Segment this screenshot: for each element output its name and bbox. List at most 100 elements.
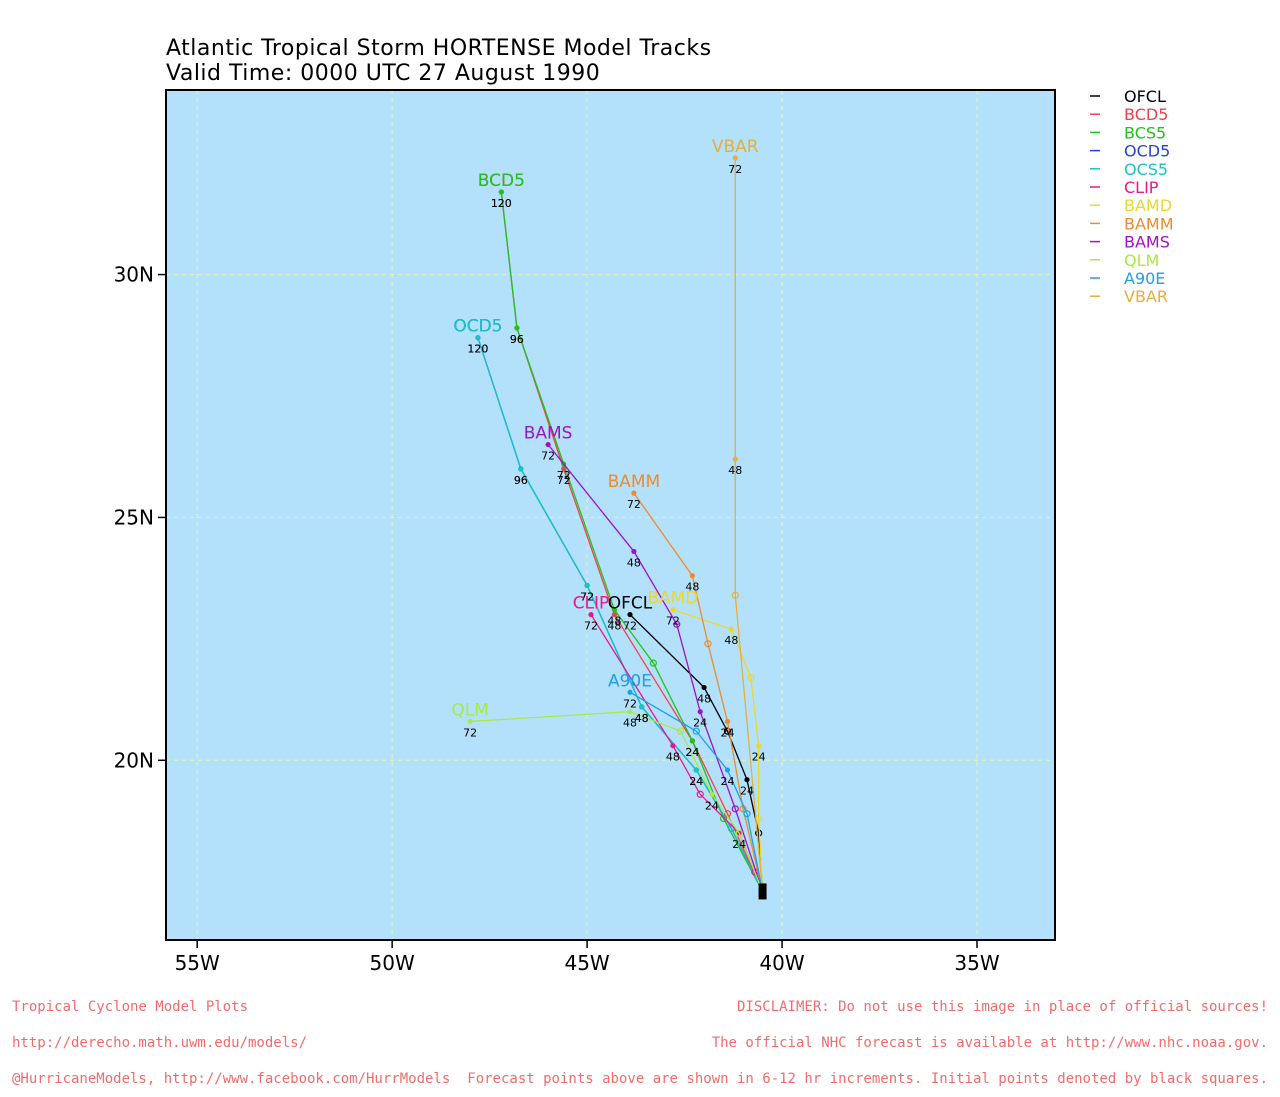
- legend-item-bcs5: BCS5: [1124, 123, 1166, 142]
- track-point: [732, 155, 738, 161]
- footer-line: DISCLAIMER: Do not use this image in pla…: [736, 999, 1268, 1015]
- chart-title: Atlantic Tropical Storm HORTENSE Model T…: [166, 36, 712, 61]
- legend-item-qlm: QLM: [1124, 251, 1159, 270]
- forecast-hour-label: 96: [510, 333, 524, 346]
- track-point: [744, 777, 750, 783]
- forecast-hour-label: 48: [635, 712, 649, 725]
- track-end-label: OCD5: [453, 317, 502, 337]
- forecast-hour-label: 24: [732, 838, 746, 851]
- x-tick-label: 55W: [175, 951, 220, 975]
- forecast-hour-label: 96: [510, 333, 524, 346]
- forecast-hour-label: 24: [689, 775, 703, 788]
- track-point: [756, 743, 762, 749]
- footer-line: Forecast points above are shown in 6-12 …: [467, 1071, 1268, 1087]
- legend-item-bamm: BAMM: [1124, 214, 1174, 233]
- forecast-hour-label: 24: [689, 775, 703, 788]
- forecast-hour-label: 48: [728, 464, 742, 477]
- footer-disclaimer: DISCLAIMER: Do not use this image in pla…: [467, 977, 1268, 1097]
- forecast-hour-label: 48: [666, 751, 680, 764]
- track-line-qlm: [470, 711, 764, 892]
- track-point-open: [723, 727, 732, 735]
- x-tick-label: 50W: [370, 951, 415, 975]
- y-tick-label: 25N: [114, 505, 154, 529]
- track-point-open: [731, 591, 739, 599]
- forecast-hour-label: 72: [666, 615, 680, 628]
- track-point-open: [743, 810, 751, 818]
- track-labels: 244872OFCL24487296120BCD524487296120BCD5…: [451, 137, 765, 851]
- legend-item-a90e: A90E: [1124, 269, 1165, 288]
- track-point: [627, 611, 633, 618]
- forecast-hour-label: 48: [607, 620, 621, 633]
- track-point: [732, 456, 738, 462]
- track-end-label: QLM: [451, 700, 489, 720]
- forecast-hour-label: 72: [557, 469, 571, 482]
- track-line-bamd: [672, 609, 764, 892]
- track-line-vbar: [734, 158, 764, 892]
- track-point: [545, 441, 551, 448]
- forecast-hour-label: 72: [728, 163, 742, 176]
- track-point: [709, 791, 715, 797]
- track-line-bamm: [633, 492, 764, 892]
- forecast-hour-label: 48: [635, 712, 649, 725]
- forecast-hour-label: 24: [705, 799, 719, 812]
- legend-item-vbar: VBAR: [1124, 287, 1168, 306]
- forecast-hour-label: 24: [685, 746, 699, 759]
- chart-subtitle: Valid Time: 0000 UTC 27 August 1990: [166, 61, 601, 86]
- track-point-open: [696, 790, 704, 798]
- forecast-hour-label: 24: [740, 785, 754, 798]
- track-end-label: A90E: [608, 671, 652, 691]
- track-point: [631, 548, 637, 555]
- forecast-hour-label: 72: [627, 498, 641, 511]
- track-point-open: [673, 620, 681, 628]
- map-frame: [165, 89, 1056, 941]
- forecast-hour-label: 24: [720, 775, 734, 788]
- forecast-hour-label: 72: [580, 590, 594, 603]
- x-tick-label: 35W: [954, 951, 999, 975]
- legend-item-bams: BAMS: [1124, 233, 1170, 252]
- x-tick-label: 45W: [564, 951, 609, 975]
- track-point: [693, 767, 699, 773]
- footer-credits: Tropical Cyclone Model Plots http://dere…: [12, 977, 450, 1097]
- track-map: 244872OFCL24487296120BCD524487296120BCD5…: [114, 87, 1174, 975]
- forecast-hour-label: 72: [541, 450, 555, 463]
- forecast-hour-label: 72: [463, 726, 477, 739]
- track-point: [584, 582, 590, 589]
- forecast-hour-label: 24: [693, 717, 707, 730]
- track-line-bams: [547, 444, 764, 892]
- legend-item-clip: CLIP: [1124, 178, 1159, 197]
- track-end-label: BCD5: [478, 171, 525, 191]
- track-point: [670, 743, 676, 749]
- track-point: [627, 709, 633, 715]
- x-tick-label: 40W: [759, 951, 804, 975]
- track-point-open: [704, 640, 712, 648]
- legend-item-bamd: BAMD: [1124, 196, 1172, 215]
- track-point-open: [731, 805, 739, 813]
- y-tick-label: 20N: [114, 748, 154, 772]
- forecast-hour-label: 24: [752, 751, 766, 764]
- track-point: [631, 490, 637, 496]
- forecast-hour-label: 48: [685, 581, 699, 594]
- forecast-hour-label: 72: [557, 474, 571, 487]
- track-point: [627, 689, 633, 695]
- footer-line: The official NHC forecast is available a…: [711, 1035, 1268, 1051]
- forecast-hour-label: 48: [724, 634, 738, 647]
- track-end-label: VBAR: [712, 137, 759, 157]
- initial-position-square: [758, 883, 767, 900]
- track-point: [670, 607, 676, 613]
- track-point: [689, 738, 695, 744]
- track-end-label: CLIP: [573, 594, 610, 614]
- forecast-hour-label: 120: [491, 197, 512, 210]
- forecast-hour-label: 96: [514, 474, 528, 487]
- track-point-open: [692, 727, 700, 735]
- forecast-hour-label: 120: [467, 343, 488, 356]
- forecast-hour-label: 72: [623, 620, 637, 633]
- forecast-hour-label: 48: [627, 556, 641, 569]
- track-point: [514, 325, 520, 331]
- track-point-open: [649, 659, 657, 667]
- footer-line: Tropical Cyclone Model Plots: [12, 999, 249, 1015]
- footer-line: @HurricaneModels, http://www.facebook.co…: [12, 1071, 451, 1087]
- track-point: [498, 189, 504, 195]
- forecast-hour-label: 120: [491, 197, 512, 210]
- forecast-hour-label: 48: [607, 615, 621, 628]
- track-point: [611, 611, 617, 618]
